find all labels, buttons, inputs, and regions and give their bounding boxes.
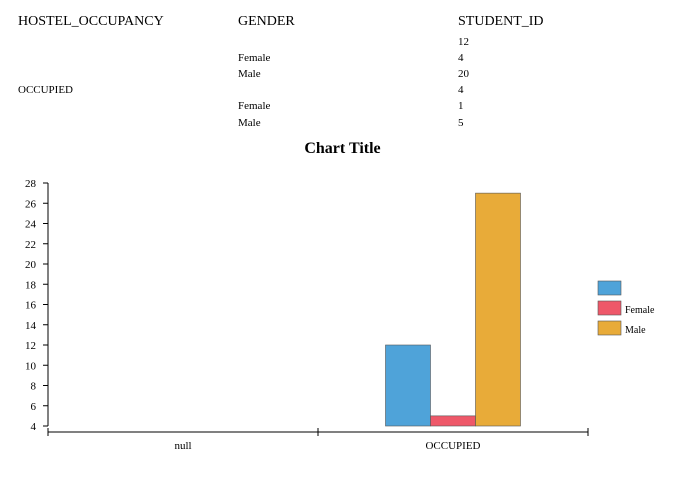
table-cell-student-id: 4 <box>458 84 464 96</box>
table-cell-student-id: 12 <box>458 36 469 48</box>
y-tick-label: 26 <box>25 198 37 210</box>
x-tick-label: OCCUPIED <box>425 440 480 452</box>
table-cell-gender: Male <box>238 68 261 80</box>
legend-swatch <box>597 300 622 316</box>
table-cell-gender: Female <box>238 52 271 64</box>
table-cell-student-id: 5 <box>458 117 464 129</box>
y-tick-label: 24 <box>25 219 37 231</box>
header-gender: GENDER <box>238 14 295 29</box>
y-tick-label: 18 <box>25 279 37 291</box>
header-hostel-occupancy: HOSTEL_OCCUPANCY <box>18 14 164 29</box>
y-tick-label: 14 <box>25 320 37 332</box>
chart-title: Chart Title <box>304 140 381 157</box>
table-cell-occupancy: OCCUPIED <box>18 84 74 96</box>
table-cell-gender: Male <box>238 117 261 129</box>
legend-swatch <box>597 320 622 336</box>
bar <box>385 344 431 427</box>
table-cell-student-id: 20 <box>458 68 469 80</box>
y-tick-label: 4 <box>31 421 37 433</box>
table-cell-gender: Female <box>238 100 271 112</box>
y-tick-label: 12 <box>25 340 36 352</box>
x-tick-label: null <box>174 440 191 452</box>
legend-swatch <box>597 280 622 296</box>
table-cell-student-id: 4 <box>458 52 464 64</box>
header-student-id: STUDENT_ID <box>458 14 544 29</box>
legend-label: Male <box>625 325 646 336</box>
bar <box>430 415 476 427</box>
y-tick-label: 28 <box>25 178 37 190</box>
table-cell-student-id: 1 <box>458 100 464 112</box>
y-tick-label: 8 <box>31 381 37 393</box>
y-tick-label: 16 <box>25 300 37 312</box>
y-tick-label: 6 <box>31 401 37 413</box>
y-tick-label: 20 <box>25 259 37 271</box>
y-tick-label: 10 <box>25 360 37 372</box>
y-tick-label: 22 <box>25 239 36 251</box>
legend-label: Female <box>625 305 655 316</box>
bar <box>475 192 521 427</box>
